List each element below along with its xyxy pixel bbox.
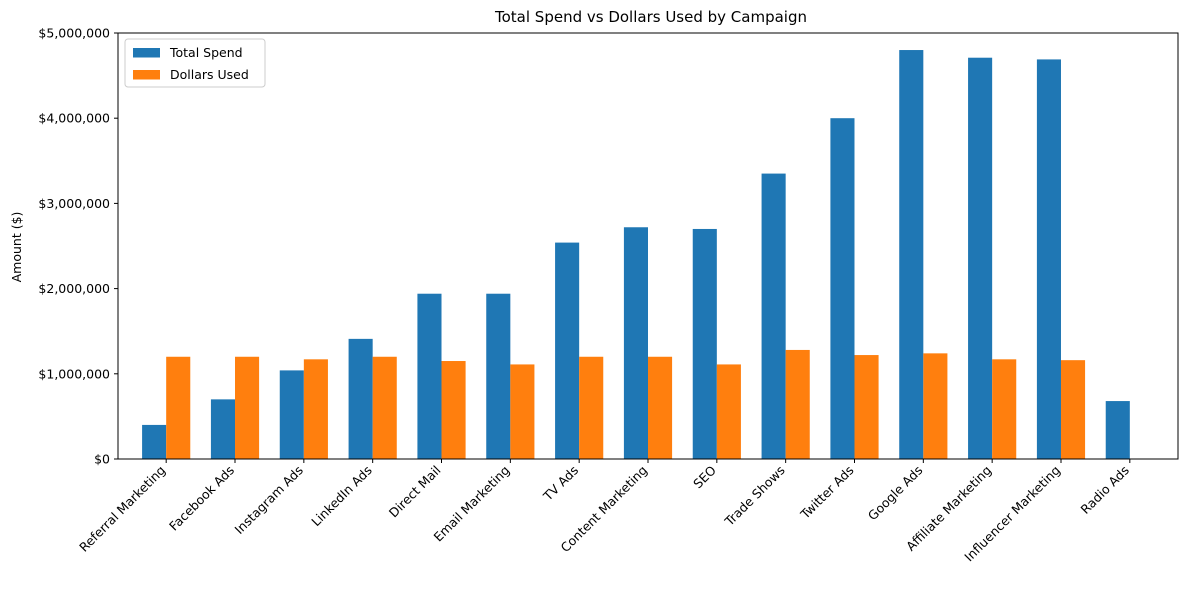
bar-total-spend: [830, 118, 855, 459]
bar-total-spend: [348, 338, 373, 459]
y-axis-label: Amount ($): [9, 212, 24, 283]
y-tick-label: $2,000,000: [38, 281, 110, 296]
bar-dollars-used: [716, 364, 741, 459]
bar-total-spend: [1036, 59, 1061, 460]
bar-total-spend: [486, 293, 511, 459]
y-tick-label: $3,000,000: [38, 196, 110, 211]
bar-dollars-used: [303, 359, 328, 459]
bar-dollars-used: [579, 356, 604, 459]
bar-total-spend: [1105, 401, 1130, 459]
bar-total-spend: [279, 370, 304, 459]
bar-total-spend: [761, 173, 786, 459]
chart-title: Total Spend vs Dollars Used by Campaign: [494, 8, 807, 26]
bar-dollars-used: [992, 359, 1017, 459]
x-tick-label: Facebook Ads: [166, 463, 237, 534]
bar-total-spend: [968, 57, 993, 459]
bar-dollars-used: [923, 353, 948, 459]
y-axis: $0 $1,000,000 $2,000,000 $3,000,000 $4,000,0…: [38, 26, 118, 467]
legend: Total Spend Dollars Used: [124, 38, 266, 88]
bar-total-spend: [899, 50, 924, 459]
x-tick-label: Twitter Ads: [797, 463, 857, 523]
bar-dollars-used: [785, 349, 810, 459]
legend-label: Total Spend: [169, 45, 243, 60]
y-tick-label: $4,000,000: [38, 111, 110, 126]
x-tick-label: LinkedIn Ads: [308, 463, 375, 530]
bar-dollars-used: [441, 361, 466, 459]
y-tick-label: $5,000,000: [38, 26, 110, 41]
bar-dollars-used: [510, 364, 535, 459]
legend-label: Dollars Used: [170, 67, 249, 82]
x-tick-label: Trade Shows: [721, 463, 788, 530]
x-tick-label: Email Marketing: [430, 463, 512, 545]
y-tick-label: $0: [94, 452, 110, 467]
x-tick-label: Radio Ads: [1078, 463, 1132, 517]
x-tick-label: SEO: [690, 462, 719, 491]
bar-dollars-used: [372, 356, 397, 459]
legend-swatch: [133, 70, 160, 80]
bar-dollars-used: [235, 356, 260, 459]
bar-total-spend: [142, 424, 167, 459]
x-tick-label: Direct Mail: [386, 463, 444, 521]
bars-group: [142, 50, 1130, 460]
bar-total-spend: [210, 399, 236, 459]
bar-total-spend: [623, 227, 648, 459]
bar-total-spend: [555, 242, 580, 459]
bar-total-spend: [692, 228, 717, 459]
plot-frame: [117, 32, 1179, 460]
legend-swatch: [133, 48, 160, 58]
y-tick-label: $1,000,000: [38, 366, 110, 381]
bar-dollars-used: [648, 356, 673, 459]
bar-dollars-used: [166, 356, 191, 459]
x-tick-label: Referral Marketing: [76, 463, 168, 555]
bar-dollars-used: [1060, 360, 1086, 459]
bar-dollars-used: [854, 355, 879, 459]
x-tick-label: Instagram Ads: [231, 463, 306, 538]
bar-total-spend: [417, 293, 442, 459]
x-tick-label: TV Ads: [540, 463, 582, 505]
x-tick-label: Google Ads: [865, 463, 926, 524]
